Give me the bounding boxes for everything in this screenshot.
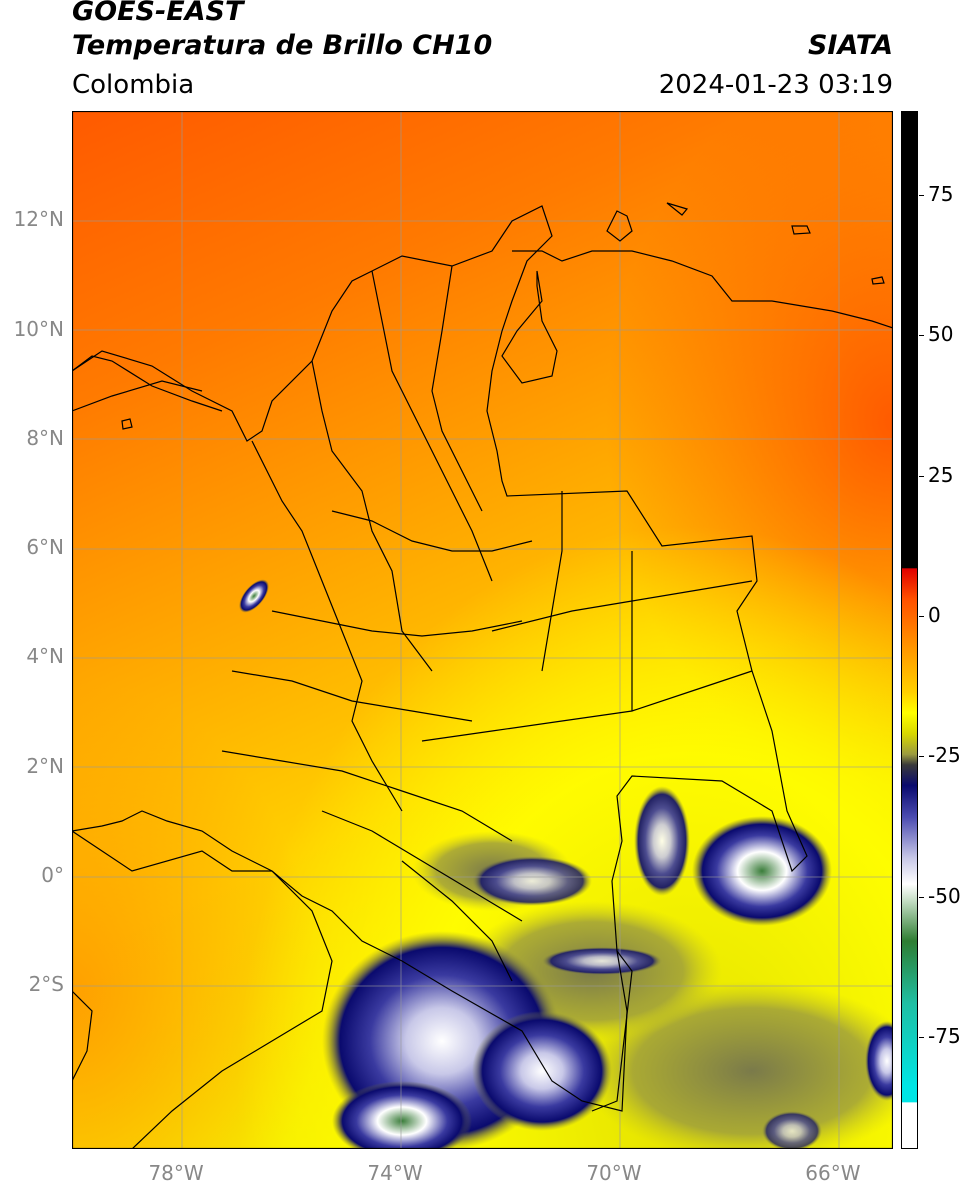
colorbar-tick-label: -25 xyxy=(928,743,961,768)
pacific-coast xyxy=(72,380,203,412)
island xyxy=(606,210,633,242)
latitude-label: 0° xyxy=(41,862,64,887)
title-product: Temperatura de Brillo CH10 xyxy=(72,30,493,61)
convective-cloud xyxy=(332,1081,472,1149)
convective-cloud xyxy=(634,786,690,896)
timestamp: 2024-01-23 03:19 xyxy=(658,70,893,100)
colorbar-tick-mark xyxy=(919,335,924,337)
colorbar-tick-label: 50 xyxy=(928,322,954,347)
latitude-label: 8°N xyxy=(26,425,64,450)
colorbar-tick-mark xyxy=(919,615,924,617)
island xyxy=(791,225,811,235)
convective-cloud xyxy=(472,856,592,906)
south-border xyxy=(72,830,272,872)
panama-coast xyxy=(72,355,223,412)
map-frame xyxy=(72,111,893,1149)
latitude-label: 4°N xyxy=(26,644,64,669)
longitude-label: 78°W xyxy=(148,1161,204,1185)
island xyxy=(666,202,689,216)
brand-label: SIATA xyxy=(807,30,893,61)
brightness-temperature-map xyxy=(72,111,893,1149)
colombia-border xyxy=(72,205,808,1112)
convective-cloud xyxy=(692,816,832,926)
region-label: Colombia xyxy=(72,70,195,100)
colorbar-tick-mark xyxy=(919,195,924,197)
latitude-label: 2°S xyxy=(28,972,64,997)
colorbar-tick-label: 25 xyxy=(928,462,954,487)
island xyxy=(871,276,885,285)
island xyxy=(121,418,133,430)
peru-border xyxy=(131,870,333,1149)
colorbar-tick-mark xyxy=(919,475,924,477)
latitude-label: 10°N xyxy=(13,316,64,341)
latitude-label: 2°N xyxy=(26,753,64,778)
colorbar-gradient xyxy=(901,111,918,1149)
colorbar-tick-mark xyxy=(919,756,924,758)
colorbar-tick-label: -75 xyxy=(928,1023,961,1048)
colorbar-tick-label: 75 xyxy=(928,182,954,207)
convective-cloud xyxy=(762,1111,822,1149)
ecuador-coast xyxy=(72,990,93,1082)
convective-cloud xyxy=(542,947,662,975)
colorbar-tick-mark xyxy=(919,896,924,898)
colorbar-tick-label: -50 xyxy=(928,883,961,908)
latitude-label: 6°N xyxy=(26,535,64,560)
coastlines-borders xyxy=(72,202,893,1149)
brazil-border xyxy=(591,950,633,1112)
gridlines xyxy=(72,111,893,1149)
latitude-label: 12°N xyxy=(13,207,64,232)
convective-cloud xyxy=(865,1021,893,1101)
longitude-label: 66°W xyxy=(805,1161,861,1185)
colorbar xyxy=(901,111,918,1149)
colorbar-tick-label: 0 xyxy=(928,602,941,627)
longitude-label: 70°W xyxy=(586,1161,642,1185)
lake-maracaibo xyxy=(501,270,558,384)
longitude-label: 74°W xyxy=(367,1161,423,1185)
venezuela-coast xyxy=(512,250,893,329)
colorbar-tick-mark xyxy=(919,1036,924,1038)
title-satellite: GOES-EAST xyxy=(72,0,244,27)
convective-cloud xyxy=(239,579,269,613)
convective-cloud xyxy=(472,1011,612,1131)
